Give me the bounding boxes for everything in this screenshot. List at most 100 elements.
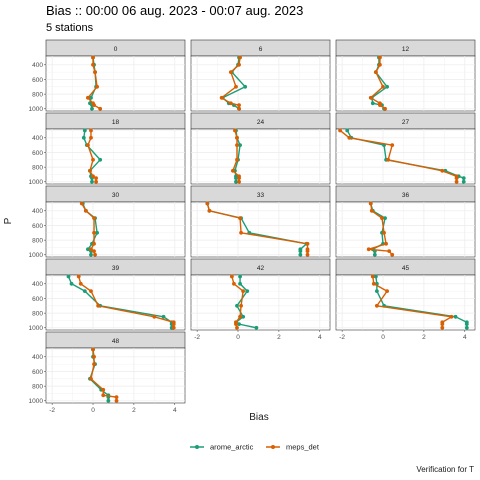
data-point-meps_det xyxy=(91,157,95,162)
data-point-meps_det xyxy=(305,252,310,257)
facet-panel-39: 39 400 600 800 1000 xyxy=(29,258,186,332)
gridlines xyxy=(336,275,475,330)
facet-strip-label: 39 xyxy=(112,265,120,272)
legend-item-meps_det: meps_det xyxy=(266,443,320,452)
data-point-arome_arctic xyxy=(234,176,238,181)
data-point-meps_det xyxy=(83,208,88,213)
panel-background xyxy=(45,201,186,258)
x-tick-label: 0 xyxy=(381,334,385,341)
data-point-arome_arctic xyxy=(254,325,259,330)
gridlines xyxy=(336,202,475,257)
data-point-arome_arctic xyxy=(464,322,469,327)
data-point-meps_det xyxy=(241,289,246,294)
data-point-arome_arctic xyxy=(383,216,387,221)
data-point-meps_det xyxy=(238,216,242,221)
facet-strip-label: 12 xyxy=(402,46,410,53)
data-point-meps_det xyxy=(384,241,388,246)
data-point-arome_arctic xyxy=(238,281,242,286)
data-point-meps_det xyxy=(152,314,157,319)
data-point-arome_arctic xyxy=(90,179,94,184)
facet-strip-label: 45 xyxy=(402,265,410,272)
legend-label: arome_arctic xyxy=(210,443,254,452)
data-point-meps_det xyxy=(76,274,81,279)
facet-strip-label: 0 xyxy=(114,46,118,53)
data-point-meps_det xyxy=(237,179,241,184)
data-point-meps_det xyxy=(95,84,99,89)
data-point-meps_det xyxy=(171,325,176,330)
gridlines xyxy=(46,202,185,257)
data-point-meps_det xyxy=(373,70,378,75)
gridlines xyxy=(191,275,330,330)
data-point-meps_det xyxy=(338,128,342,133)
data-point-meps_det xyxy=(219,95,224,100)
data-point-meps_det xyxy=(207,208,212,213)
y-tick-label: 1000 xyxy=(29,398,44,405)
facet-strip-label: 6 xyxy=(259,46,263,53)
data-point-meps_det xyxy=(237,103,241,108)
data-point-meps_det xyxy=(390,143,395,148)
data-point-meps_det xyxy=(92,216,96,221)
data-point-arome_arctic xyxy=(243,84,248,89)
data-point-meps_det xyxy=(94,176,98,181)
data-point-meps_det xyxy=(371,281,376,286)
data-point-meps_det xyxy=(92,103,96,108)
panel-background xyxy=(45,55,186,112)
y-tick-label: 600 xyxy=(32,223,43,230)
data-point-meps_det xyxy=(378,62,382,67)
facet-panel-48: 48 400 600 800 1000 -2 0 2 4 xyxy=(29,331,186,414)
data-point-arome_arctic xyxy=(464,325,469,330)
y-tick-label: 400 xyxy=(32,62,43,69)
data-point-meps_det xyxy=(235,143,239,148)
facet-panel-12: 12 xyxy=(335,39,476,112)
data-point-arome_arctic xyxy=(237,322,241,327)
legend: arome_arctic meps_det xyxy=(190,443,320,452)
x-tick-label: 2 xyxy=(132,407,136,414)
facet-panel-42: 42 -2 0 2 4 xyxy=(190,258,331,341)
data-point-meps_det xyxy=(440,322,445,327)
x-tick-label: 0 xyxy=(91,407,95,414)
data-point-meps_det xyxy=(237,176,241,181)
data-point-meps_det xyxy=(228,70,233,75)
data-point-arome_arctic xyxy=(161,314,166,319)
data-point-arome_arctic xyxy=(69,281,74,286)
x-tick-label: 4 xyxy=(463,334,467,341)
x-tick-label: 2 xyxy=(277,334,281,341)
data-point-arome_arctic xyxy=(373,274,378,279)
data-point-arome_arctic xyxy=(89,252,93,257)
data-point-meps_det xyxy=(305,241,310,246)
y-axis-title: P xyxy=(3,217,14,224)
data-point-meps_det xyxy=(92,241,96,246)
y-tick-label: 400 xyxy=(32,281,43,288)
x-tick-label: 0 xyxy=(236,334,240,341)
data-point-meps_det xyxy=(101,393,106,398)
x-tick-label: -2 xyxy=(49,407,55,414)
data-point-meps_det xyxy=(378,103,382,108)
data-point-arome_arctic xyxy=(374,289,379,294)
data-point-meps_det xyxy=(368,201,373,206)
chart-title: Bias :: 00:00 06 aug. 2023 - 00:07 aug. … xyxy=(46,3,303,18)
data-point-meps_det xyxy=(440,325,445,330)
panel-background xyxy=(190,128,331,185)
data-point-meps_det xyxy=(91,347,95,352)
panel-background xyxy=(335,274,476,331)
data-point-meps_det xyxy=(89,376,93,381)
y-tick-label: 600 xyxy=(32,150,43,157)
facet-strip-label: 42 xyxy=(257,265,265,272)
data-point-meps_det xyxy=(91,174,95,179)
data-point-arome_arctic xyxy=(245,289,250,294)
data-point-arome_arctic xyxy=(95,230,99,235)
data-point-meps_det xyxy=(89,247,93,252)
gridlines xyxy=(336,56,475,111)
data-point-meps_det xyxy=(235,135,239,140)
y-tick-label: 600 xyxy=(32,296,43,303)
data-point-meps_det xyxy=(96,303,101,308)
legend-label: meps_det xyxy=(286,443,320,452)
data-point-meps_det xyxy=(234,84,238,89)
data-point-meps_det xyxy=(385,289,389,294)
data-point-meps_det xyxy=(239,230,243,235)
data-point-arome_arctic xyxy=(370,101,375,106)
data-point-meps_det xyxy=(368,95,373,100)
data-point-arome_arctic xyxy=(238,143,242,148)
y-tick-label: 800 xyxy=(32,310,43,317)
data-point-meps_det xyxy=(114,398,119,403)
